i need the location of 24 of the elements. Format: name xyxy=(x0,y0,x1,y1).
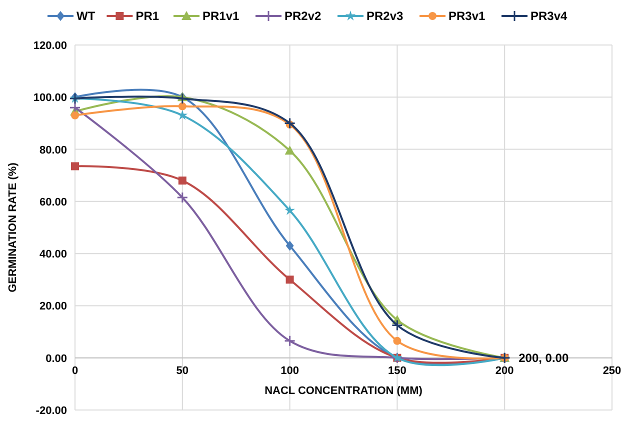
legend-label: PR1 xyxy=(136,9,160,23)
y-tick-label: 100.00 xyxy=(33,92,67,104)
legend-label: PR2v2 xyxy=(284,9,322,23)
legend-label: PR3v4 xyxy=(530,9,568,23)
x-tick-label: 50 xyxy=(176,364,189,377)
y-tick-label: 80.00 xyxy=(39,144,67,156)
y-tick-label: 60.00 xyxy=(39,196,67,208)
x-tick-label: 0 xyxy=(72,364,78,377)
legend-label: WT xyxy=(76,9,96,23)
legend-label: PR2v3 xyxy=(366,9,404,23)
y-tick-label: 120.00 xyxy=(33,40,67,52)
y-tick-label: 40.00 xyxy=(39,248,67,261)
y-tick-label: -20.00 xyxy=(36,405,67,417)
annotation: 200, 0.00 xyxy=(518,350,569,365)
y-axis-title: GERMINATION RATE (%) xyxy=(7,162,19,292)
legend-label: PR3v1 xyxy=(448,9,486,23)
x-tick-label: 100 xyxy=(280,364,299,377)
legend-label: PR1v1 xyxy=(202,9,240,23)
x-tick-label: 150 xyxy=(388,364,406,377)
x-axis-title: NACL CONCENTRATION (MM) xyxy=(264,385,423,397)
x-tick-label: 200 xyxy=(495,364,514,377)
y-tick-label: 20.00 xyxy=(39,300,67,313)
x-tick-label: 250 xyxy=(602,364,622,377)
y-tick-label: 0.00 xyxy=(46,352,67,365)
